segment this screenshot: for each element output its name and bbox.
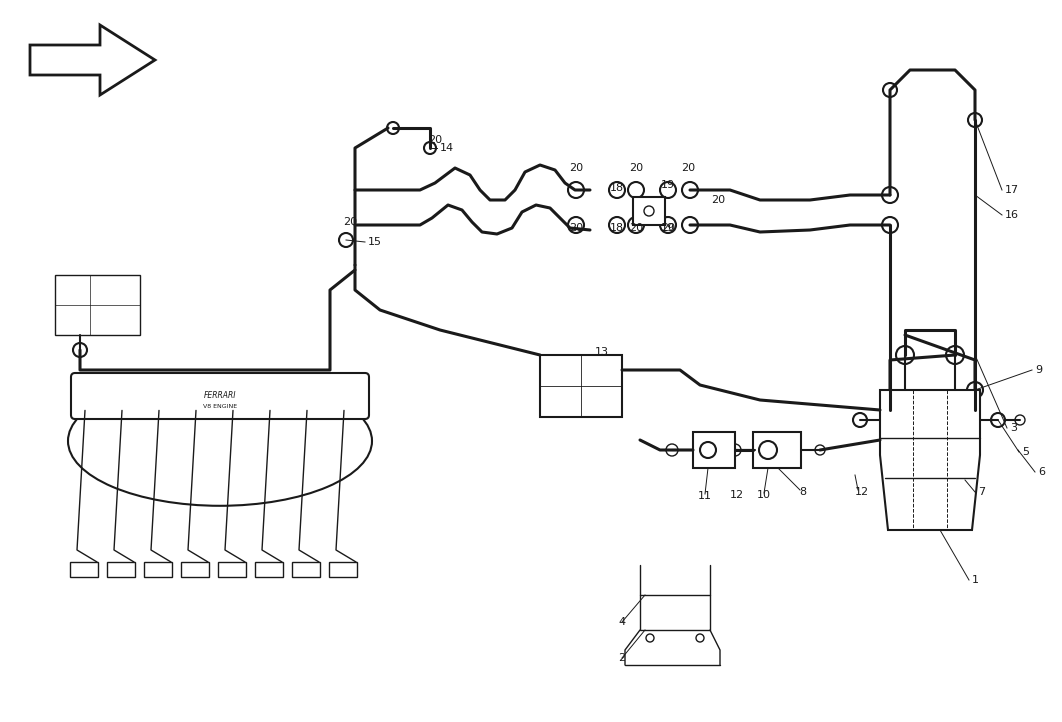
Text: 20: 20 — [569, 163, 583, 173]
Circle shape — [896, 346, 914, 364]
Text: 20: 20 — [569, 223, 583, 233]
Circle shape — [883, 187, 898, 203]
Circle shape — [991, 413, 1005, 427]
Ellipse shape — [68, 376, 372, 506]
Circle shape — [660, 182, 676, 198]
FancyBboxPatch shape — [71, 373, 369, 419]
Circle shape — [946, 346, 964, 364]
Circle shape — [729, 444, 741, 456]
Text: 20: 20 — [661, 223, 675, 233]
Circle shape — [339, 233, 353, 247]
Text: 20: 20 — [629, 163, 644, 173]
Circle shape — [73, 343, 87, 357]
Text: 10: 10 — [757, 490, 771, 500]
Circle shape — [628, 217, 644, 233]
Circle shape — [609, 217, 626, 233]
Bar — [218, 562, 246, 577]
Circle shape — [682, 182, 698, 198]
Circle shape — [1015, 415, 1025, 425]
Bar — [329, 562, 357, 577]
Circle shape — [700, 442, 716, 458]
Circle shape — [853, 413, 867, 427]
Circle shape — [967, 382, 983, 398]
Text: FERRARI: FERRARI — [204, 391, 236, 401]
Circle shape — [644, 206, 654, 216]
Text: 20: 20 — [681, 163, 695, 173]
Text: 18: 18 — [610, 183, 624, 193]
Text: 9: 9 — [1035, 365, 1042, 375]
Text: V8 ENGINE: V8 ENGINE — [203, 404, 237, 409]
Text: 20: 20 — [343, 217, 357, 227]
Text: 8: 8 — [800, 487, 806, 497]
Bar — [255, 562, 282, 577]
Text: 1: 1 — [972, 575, 979, 585]
Circle shape — [759, 441, 777, 459]
Bar — [55, 275, 140, 335]
Bar — [753, 432, 801, 468]
Circle shape — [682, 217, 698, 233]
Circle shape — [424, 142, 436, 154]
Text: 4: 4 — [618, 617, 626, 627]
Circle shape — [815, 445, 825, 455]
Circle shape — [696, 634, 704, 642]
Text: 11: 11 — [698, 491, 712, 501]
Text: 12: 12 — [730, 490, 744, 500]
Text: 12: 12 — [855, 487, 869, 497]
Text: 7: 7 — [978, 487, 986, 497]
Bar — [181, 562, 209, 577]
Circle shape — [660, 217, 676, 233]
Text: 6: 6 — [1038, 467, 1045, 477]
Text: 2: 2 — [618, 653, 626, 663]
Polygon shape — [880, 390, 980, 530]
Text: 5: 5 — [1022, 447, 1029, 457]
Circle shape — [628, 182, 644, 198]
Circle shape — [609, 182, 626, 198]
Text: 20: 20 — [629, 223, 644, 233]
Circle shape — [967, 113, 982, 127]
Text: 20: 20 — [710, 195, 725, 205]
Bar — [633, 197, 665, 225]
Bar — [70, 562, 98, 577]
Text: 14: 14 — [440, 143, 455, 153]
Circle shape — [883, 83, 897, 97]
Circle shape — [387, 122, 399, 134]
Text: 15: 15 — [369, 237, 382, 247]
Circle shape — [568, 217, 584, 233]
Circle shape — [568, 182, 584, 198]
Text: 3: 3 — [1010, 423, 1017, 433]
Circle shape — [666, 444, 678, 456]
Circle shape — [883, 217, 898, 233]
Text: 19: 19 — [661, 223, 675, 233]
Text: 17: 17 — [1005, 185, 1020, 195]
Text: 16: 16 — [1005, 210, 1020, 220]
Bar — [292, 562, 320, 577]
Bar — [693, 432, 735, 468]
Polygon shape — [30, 25, 155, 95]
Bar — [107, 562, 135, 577]
Text: 18: 18 — [610, 223, 624, 233]
Circle shape — [646, 634, 654, 642]
Bar — [144, 562, 172, 577]
Text: 13: 13 — [595, 347, 609, 357]
Text: 19: 19 — [661, 180, 675, 190]
Bar — [539, 355, 622, 417]
Text: 20: 20 — [428, 135, 442, 145]
